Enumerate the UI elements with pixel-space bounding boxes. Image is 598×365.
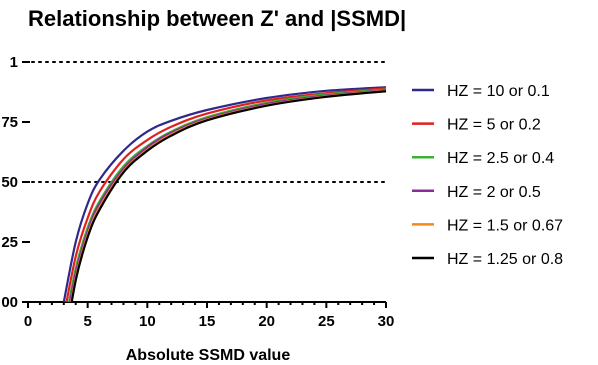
legend-item: HZ = 10 or 0.1 xyxy=(412,83,550,100)
series-line-4 xyxy=(70,89,387,302)
legend-item: HZ = 1.5 or 0.67 xyxy=(412,217,563,234)
legend-item: HZ = 2.5 or 0.4 xyxy=(412,150,554,167)
series-line-3 xyxy=(69,88,387,302)
x-tick-label: 10 xyxy=(139,313,156,330)
y-tick-label: 75 xyxy=(1,114,18,131)
legend-label: HZ = 2.5 or 0.4 xyxy=(447,150,554,167)
chart-title: Relationship between Z' and |SSMD| xyxy=(28,6,406,31)
x-tick-label: 15 xyxy=(199,313,216,330)
legend: HZ = 10 or 0.1 HZ = 5 or 0.2 HZ = 2.5 or 0… xyxy=(412,83,563,268)
x-tick-label: 0 xyxy=(24,313,32,330)
x-axis-label: Absolute SSMD value xyxy=(126,347,291,364)
series-line-0 xyxy=(62,86,387,302)
series-line-2 xyxy=(67,88,387,302)
series-line-1 xyxy=(65,87,387,302)
legend-label: HZ = 1.25 or 0.8 xyxy=(447,251,563,268)
legend-item: HZ = 1.25 or 0.8 xyxy=(412,251,563,268)
x-tick-label: 5 xyxy=(83,313,91,330)
y-tick-label: 50 xyxy=(1,174,18,191)
legend-item: HZ = 2 or 0.5 xyxy=(412,184,541,201)
y-tick-label: 1 xyxy=(10,54,18,71)
legend-label: HZ = 1.5 or 0.67 xyxy=(447,217,563,234)
x-tick-label: 30 xyxy=(378,313,395,330)
legend-label: HZ = 10 or 0.1 xyxy=(447,83,550,100)
legend-label: HZ = 5 or 0.2 xyxy=(447,117,541,134)
plot-area: 0 5 10 15 20 25 30 00 25 50 75 1 xyxy=(1,54,395,330)
series-line-5 xyxy=(70,90,387,302)
x-tick-label: 25 xyxy=(318,313,335,330)
legend-label: HZ = 2 or 0.5 xyxy=(447,184,541,201)
x-tick-label: 20 xyxy=(258,313,275,330)
y-tick-label: 00 xyxy=(1,294,18,311)
y-tick-label: 25 xyxy=(1,234,18,251)
series-group xyxy=(62,86,387,302)
legend-item: HZ = 5 or 0.2 xyxy=(412,117,541,134)
